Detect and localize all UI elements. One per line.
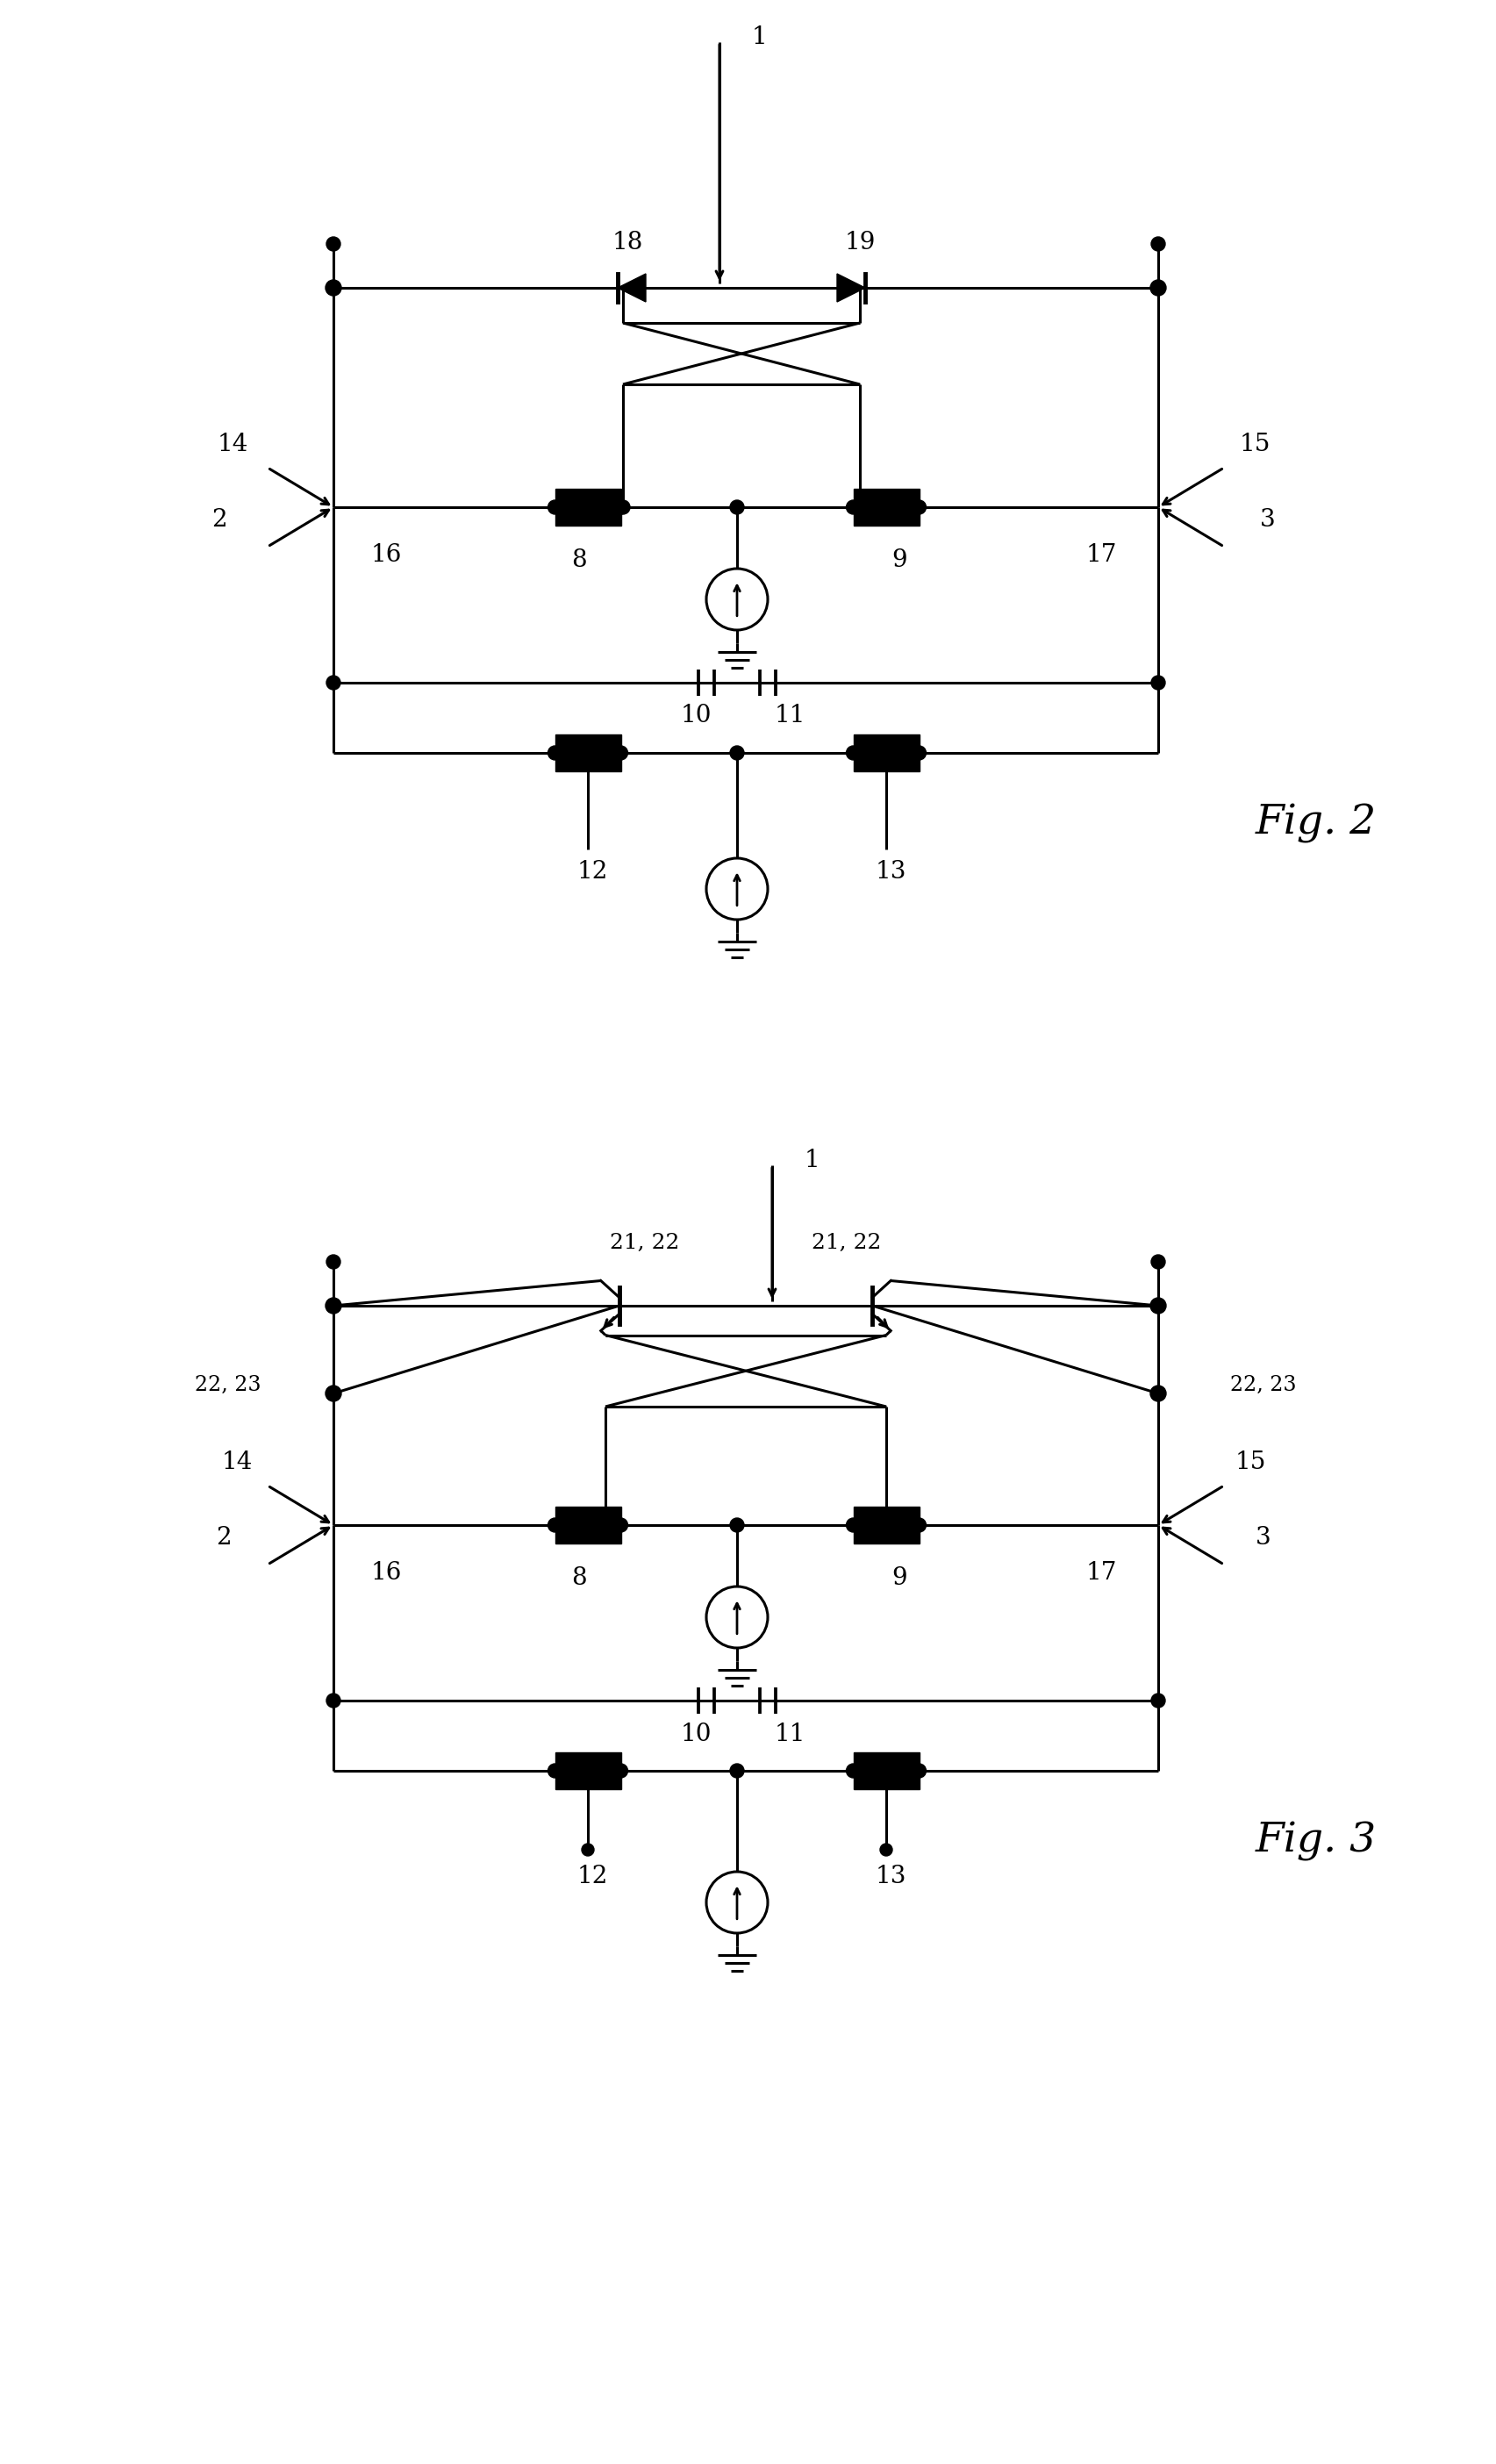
Circle shape	[325, 1299, 341, 1313]
Circle shape	[845, 747, 860, 759]
Text: 9: 9	[892, 1567, 907, 1589]
Text: 11: 11	[773, 705, 805, 727]
Bar	[555, 1506, 621, 1542]
Circle shape	[548, 500, 561, 515]
Circle shape	[326, 675, 340, 690]
Text: 21, 22: 21, 22	[610, 1232, 679, 1252]
Circle shape	[1150, 1254, 1164, 1269]
Text: 8: 8	[571, 547, 586, 572]
Circle shape	[1150, 237, 1164, 251]
Circle shape	[1149, 1299, 1165, 1313]
Text: 3: 3	[1260, 508, 1275, 532]
Circle shape	[582, 1843, 594, 1855]
Text: Fig. 3: Fig. 3	[1255, 1821, 1376, 1860]
Text: 12: 12	[576, 1865, 607, 1887]
Circle shape	[845, 500, 860, 515]
Text: 2: 2	[211, 508, 227, 532]
Circle shape	[613, 747, 627, 759]
Circle shape	[911, 1764, 926, 1779]
Circle shape	[1149, 281, 1165, 296]
Circle shape	[325, 1385, 341, 1402]
Circle shape	[615, 500, 630, 515]
Circle shape	[548, 747, 561, 759]
Circle shape	[853, 500, 866, 515]
Text: Fig. 2: Fig. 2	[1255, 803, 1376, 843]
Bar	[853, 734, 919, 771]
Text: 21, 22: 21, 22	[811, 1232, 881, 1252]
Circle shape	[911, 1518, 926, 1533]
Circle shape	[911, 747, 926, 759]
Circle shape	[326, 1254, 340, 1269]
Circle shape	[598, 1518, 612, 1533]
Text: 14: 14	[217, 431, 248, 456]
Bar	[555, 1752, 621, 1789]
Text: 1: 1	[803, 1148, 818, 1173]
Text: 17: 17	[1085, 1562, 1116, 1584]
Circle shape	[730, 1764, 744, 1779]
Circle shape	[730, 1518, 744, 1533]
Circle shape	[911, 500, 926, 515]
Circle shape	[613, 1764, 627, 1779]
Text: 15: 15	[1234, 1449, 1266, 1473]
Circle shape	[845, 1518, 860, 1533]
Circle shape	[326, 1693, 340, 1708]
Text: 9: 9	[892, 547, 907, 572]
Bar	[853, 1752, 919, 1789]
Text: 16: 16	[371, 1562, 401, 1584]
Text: 14: 14	[221, 1449, 253, 1473]
Text: 17: 17	[1085, 545, 1116, 567]
Circle shape	[878, 1518, 893, 1533]
Text: 18: 18	[612, 229, 642, 254]
Text: 13: 13	[875, 860, 905, 882]
Polygon shape	[618, 274, 645, 303]
Circle shape	[880, 1843, 892, 1855]
Circle shape	[1149, 1385, 1165, 1402]
Circle shape	[730, 747, 744, 759]
Circle shape	[730, 500, 744, 515]
Circle shape	[1150, 675, 1164, 690]
Text: 19: 19	[844, 229, 875, 254]
Bar	[555, 734, 621, 771]
Text: 3: 3	[1255, 1525, 1270, 1550]
Text: 1: 1	[751, 27, 766, 49]
Bar	[853, 1506, 919, 1542]
Circle shape	[326, 237, 340, 251]
Circle shape	[613, 500, 627, 515]
Text: 13: 13	[875, 1865, 905, 1887]
Text: 10: 10	[679, 1722, 711, 1747]
Text: 11: 11	[773, 1722, 805, 1747]
Circle shape	[845, 1764, 860, 1779]
Text: 15: 15	[1239, 431, 1270, 456]
Circle shape	[325, 281, 341, 296]
Text: 2: 2	[215, 1525, 232, 1550]
Circle shape	[613, 1518, 627, 1533]
Text: 16: 16	[371, 545, 401, 567]
Circle shape	[548, 1764, 561, 1779]
Bar	[853, 488, 919, 525]
Text: 12: 12	[576, 860, 607, 882]
Text: 22, 23: 22, 23	[1230, 1375, 1296, 1395]
Circle shape	[1150, 1693, 1164, 1708]
Text: 10: 10	[679, 705, 711, 727]
Polygon shape	[836, 274, 865, 303]
Circle shape	[548, 1518, 561, 1533]
Bar	[555, 488, 621, 525]
Text: 8: 8	[571, 1567, 586, 1589]
Text: 22, 23: 22, 23	[194, 1375, 262, 1395]
